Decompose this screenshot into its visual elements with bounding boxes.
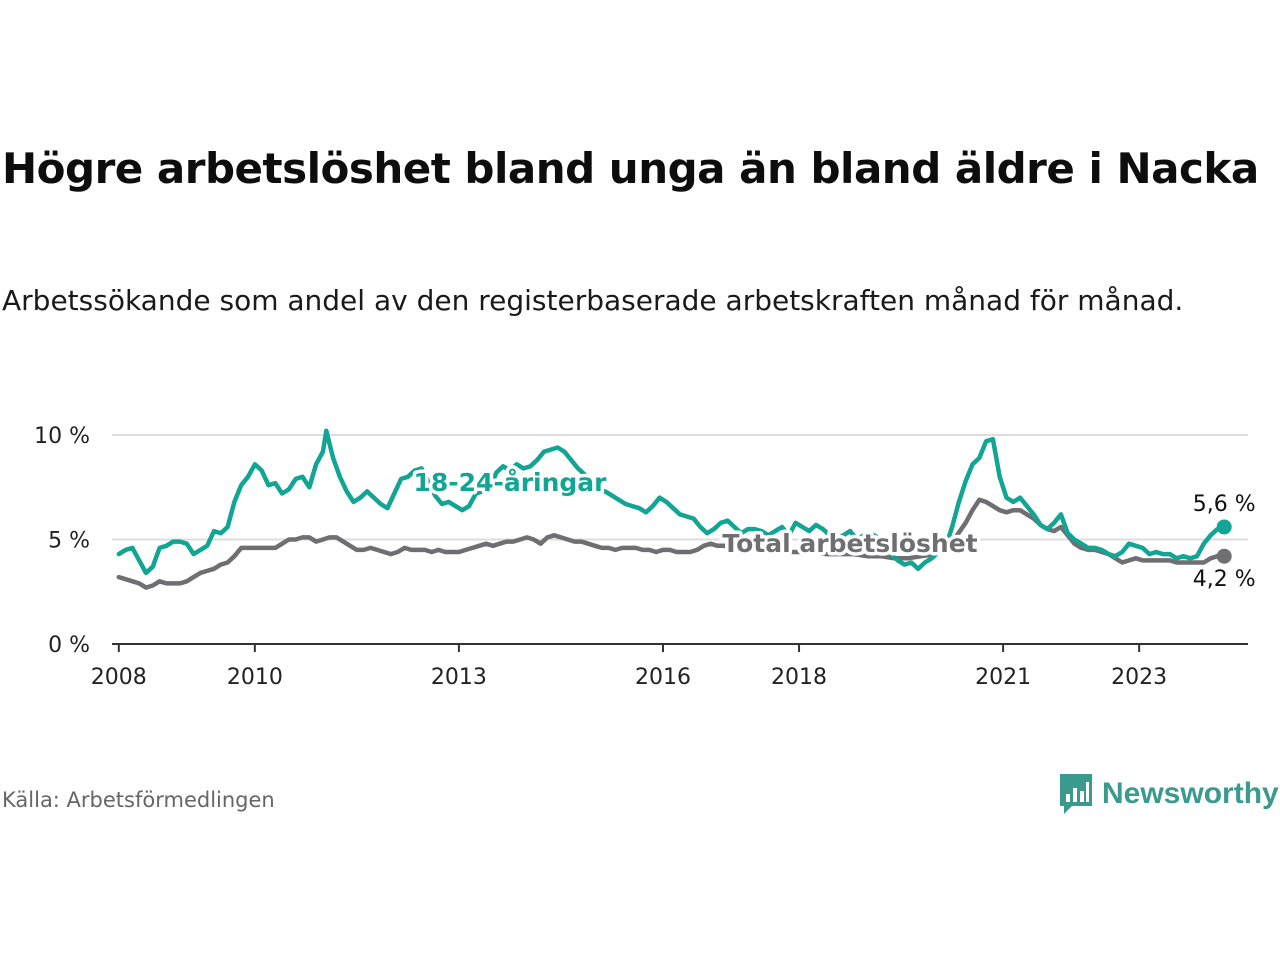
line-chart: 18-24-åringar Total arbetslöshet 5,6 % 4,2 …	[34, 424, 1259, 690]
y-tick-label: 0 %	[48, 633, 90, 658]
x-tick-label: 2021	[975, 665, 1031, 690]
y-tick-label: 10 %	[34, 424, 90, 449]
chart-title: Högre arbetslöshet bland unga än bland ä…	[2, 144, 1259, 193]
newsworthy-logo[interactable]: Newsworthy	[1058, 772, 1279, 816]
newsworthy-logo-text: Newsworthy	[1102, 777, 1279, 810]
y-tick-label: 5 %	[48, 529, 90, 554]
end-point-youth	[1216, 519, 1232, 535]
x-tick-label: 2013	[431, 665, 487, 690]
end-label-youth: 5,6 %	[1193, 492, 1256, 517]
series-line-youth	[116, 428, 1227, 576]
x-tick-label: 2010	[227, 665, 283, 690]
series-label-youth: 18-24-åringar	[414, 468, 608, 497]
end-point-total	[1216, 548, 1232, 564]
x-tick-label: 2023	[1111, 665, 1167, 690]
x-tick-label: 2018	[771, 665, 827, 690]
source-note: Källa: Arbetsförmedlingen	[2, 788, 275, 812]
chart-subtitle: Arbetssökande som andel av den registerb…	[2, 284, 1184, 317]
end-label-total: 4,2 %	[1193, 567, 1256, 592]
series-label-total: Total arbetslöshet	[722, 529, 977, 558]
newsworthy-logo-icon	[1060, 774, 1092, 814]
x-tick-label: 2008	[91, 665, 147, 690]
x-tick-label: 2016	[635, 665, 691, 690]
series-line-total	[116, 497, 1227, 590]
